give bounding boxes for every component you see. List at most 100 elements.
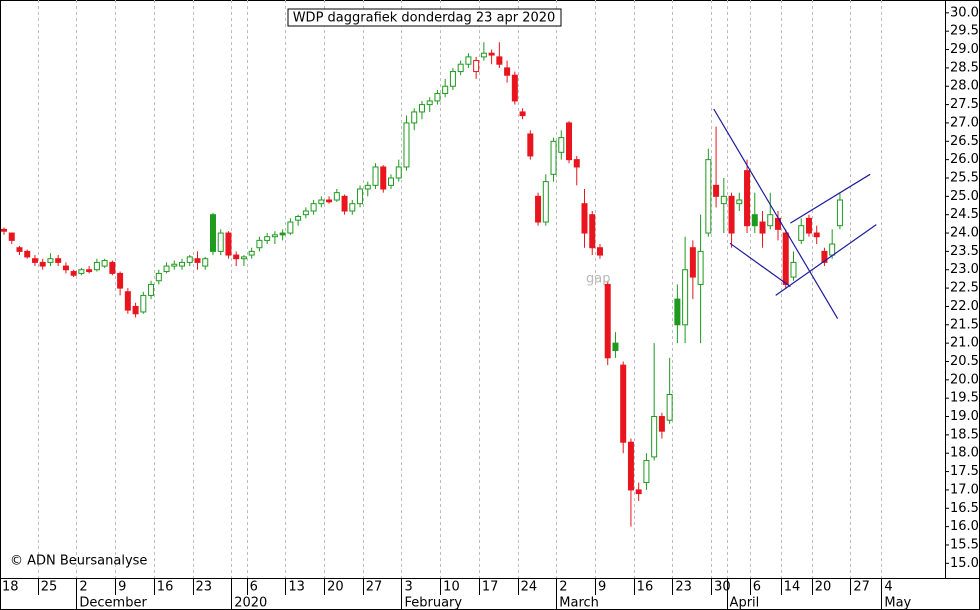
candle-body bbox=[326, 199, 333, 203]
x-tick-label: 23 bbox=[675, 580, 692, 595]
x-tick-label: 25 bbox=[41, 580, 58, 595]
x-tick-label: 16 bbox=[157, 580, 174, 595]
candle-body bbox=[202, 258, 209, 267]
candle-body bbox=[434, 93, 441, 102]
candle-body bbox=[666, 394, 673, 421]
candle-body bbox=[357, 188, 364, 205]
x-tick-label: 6 bbox=[250, 580, 258, 595]
candle-body bbox=[589, 214, 596, 249]
candle-body bbox=[442, 85, 449, 95]
x-tick-label: 27 bbox=[366, 580, 383, 595]
candle-body bbox=[790, 261, 797, 278]
x-tick-label: 14 bbox=[784, 580, 801, 595]
y-tick-label: 21.5 bbox=[950, 317, 979, 332]
candle-body bbox=[596, 247, 603, 256]
candle-body bbox=[604, 283, 611, 359]
x-tick-label: 23 bbox=[196, 580, 213, 595]
candle-body bbox=[535, 195, 542, 223]
x-tick-label: 20 bbox=[327, 580, 344, 595]
candle-body bbox=[93, 261, 100, 271]
candle-body bbox=[411, 111, 418, 124]
x-tick-label: 20 bbox=[815, 580, 832, 595]
candle-body bbox=[550, 140, 557, 175]
candle-body bbox=[821, 250, 828, 263]
y-tick-label: 18.5 bbox=[950, 427, 979, 442]
candle-body bbox=[117, 272, 124, 289]
candle-body bbox=[488, 52, 495, 56]
candle-body bbox=[380, 166, 387, 190]
x-tick-label: 4 bbox=[884, 580, 892, 595]
y-tick-label: 20.0 bbox=[950, 372, 979, 387]
candle-body bbox=[744, 170, 751, 227]
candle-body bbox=[674, 298, 681, 326]
month-label: 2020 bbox=[234, 596, 267, 610]
candle-body bbox=[372, 166, 379, 186]
x-tick-label: 30 bbox=[714, 580, 731, 595]
candle-body bbox=[511, 74, 518, 102]
x-tick-label: 2 bbox=[79, 580, 87, 595]
candle-body bbox=[217, 232, 224, 252]
candle-body bbox=[480, 52, 487, 58]
candle-body bbox=[279, 232, 286, 236]
candle-body bbox=[798, 225, 805, 241]
candle-body bbox=[612, 342, 619, 351]
candle-body bbox=[295, 216, 302, 221]
candle-body bbox=[697, 250, 704, 285]
candle-body bbox=[70, 271, 77, 276]
candle-body bbox=[155, 272, 162, 282]
candle-body bbox=[713, 184, 720, 197]
candle-body bbox=[403, 122, 410, 168]
candle-body bbox=[465, 56, 472, 65]
candle-body bbox=[271, 234, 278, 238]
candle-body bbox=[504, 67, 511, 76]
candle-body bbox=[736, 199, 743, 205]
candle-body bbox=[39, 261, 46, 267]
y-tick-label: 22.5 bbox=[950, 281, 979, 296]
candle-body bbox=[542, 181, 549, 223]
y-tick-label: 25.5 bbox=[950, 170, 979, 185]
month-label: December bbox=[79, 596, 147, 610]
candle-body bbox=[248, 250, 255, 256]
candle-body bbox=[78, 269, 85, 274]
y-tick-label: 27.5 bbox=[950, 97, 979, 112]
candle-body bbox=[194, 258, 201, 263]
candle-body bbox=[209, 214, 216, 252]
trend-line bbox=[775, 224, 877, 296]
y-tick-label: 21.0 bbox=[950, 336, 979, 351]
y-tick-label: 30.0 bbox=[950, 5, 979, 20]
candle-body bbox=[318, 199, 325, 205]
candle-body bbox=[264, 236, 271, 241]
candle-body bbox=[418, 104, 425, 113]
candle-body bbox=[333, 192, 340, 201]
candle-body bbox=[101, 260, 108, 267]
chart-title: WDP daggrafiek donderdag 23 apr 2020 bbox=[293, 11, 556, 26]
y-tick-label: 17.5 bbox=[950, 464, 979, 479]
candle-body bbox=[651, 416, 658, 458]
candle-body bbox=[148, 283, 155, 296]
month-label: February bbox=[404, 596, 462, 610]
y-tick-label: 19.5 bbox=[950, 391, 979, 406]
candle-body bbox=[426, 100, 433, 106]
x-tick-label: 24 bbox=[521, 580, 538, 595]
candle-body bbox=[805, 217, 812, 234]
y-tick-label: 15.5 bbox=[950, 537, 979, 552]
candle-body bbox=[566, 122, 573, 161]
candle-body bbox=[573, 159, 580, 168]
candle-body bbox=[782, 232, 789, 285]
candle-body bbox=[349, 203, 356, 212]
candle-body bbox=[527, 133, 534, 157]
candle-body bbox=[705, 159, 712, 234]
candle-body bbox=[558, 137, 565, 153]
candle-body bbox=[395, 166, 402, 179]
trend-line bbox=[713, 108, 839, 319]
y-tick-label: 29.5 bbox=[950, 24, 979, 39]
candle-body bbox=[1, 228, 7, 232]
candle-body bbox=[186, 256, 193, 263]
candle-body bbox=[751, 214, 758, 227]
candle-body bbox=[473, 60, 480, 73]
x-tick-label: 6 bbox=[753, 580, 761, 595]
y-tick-label: 17.0 bbox=[950, 482, 979, 497]
candle-body bbox=[55, 258, 62, 263]
x-tick-label: 27 bbox=[853, 580, 870, 595]
